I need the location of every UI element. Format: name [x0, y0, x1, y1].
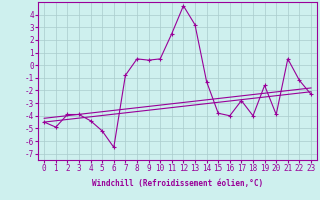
X-axis label: Windchill (Refroidissement éolien,°C): Windchill (Refroidissement éolien,°C) — [92, 179, 263, 188]
